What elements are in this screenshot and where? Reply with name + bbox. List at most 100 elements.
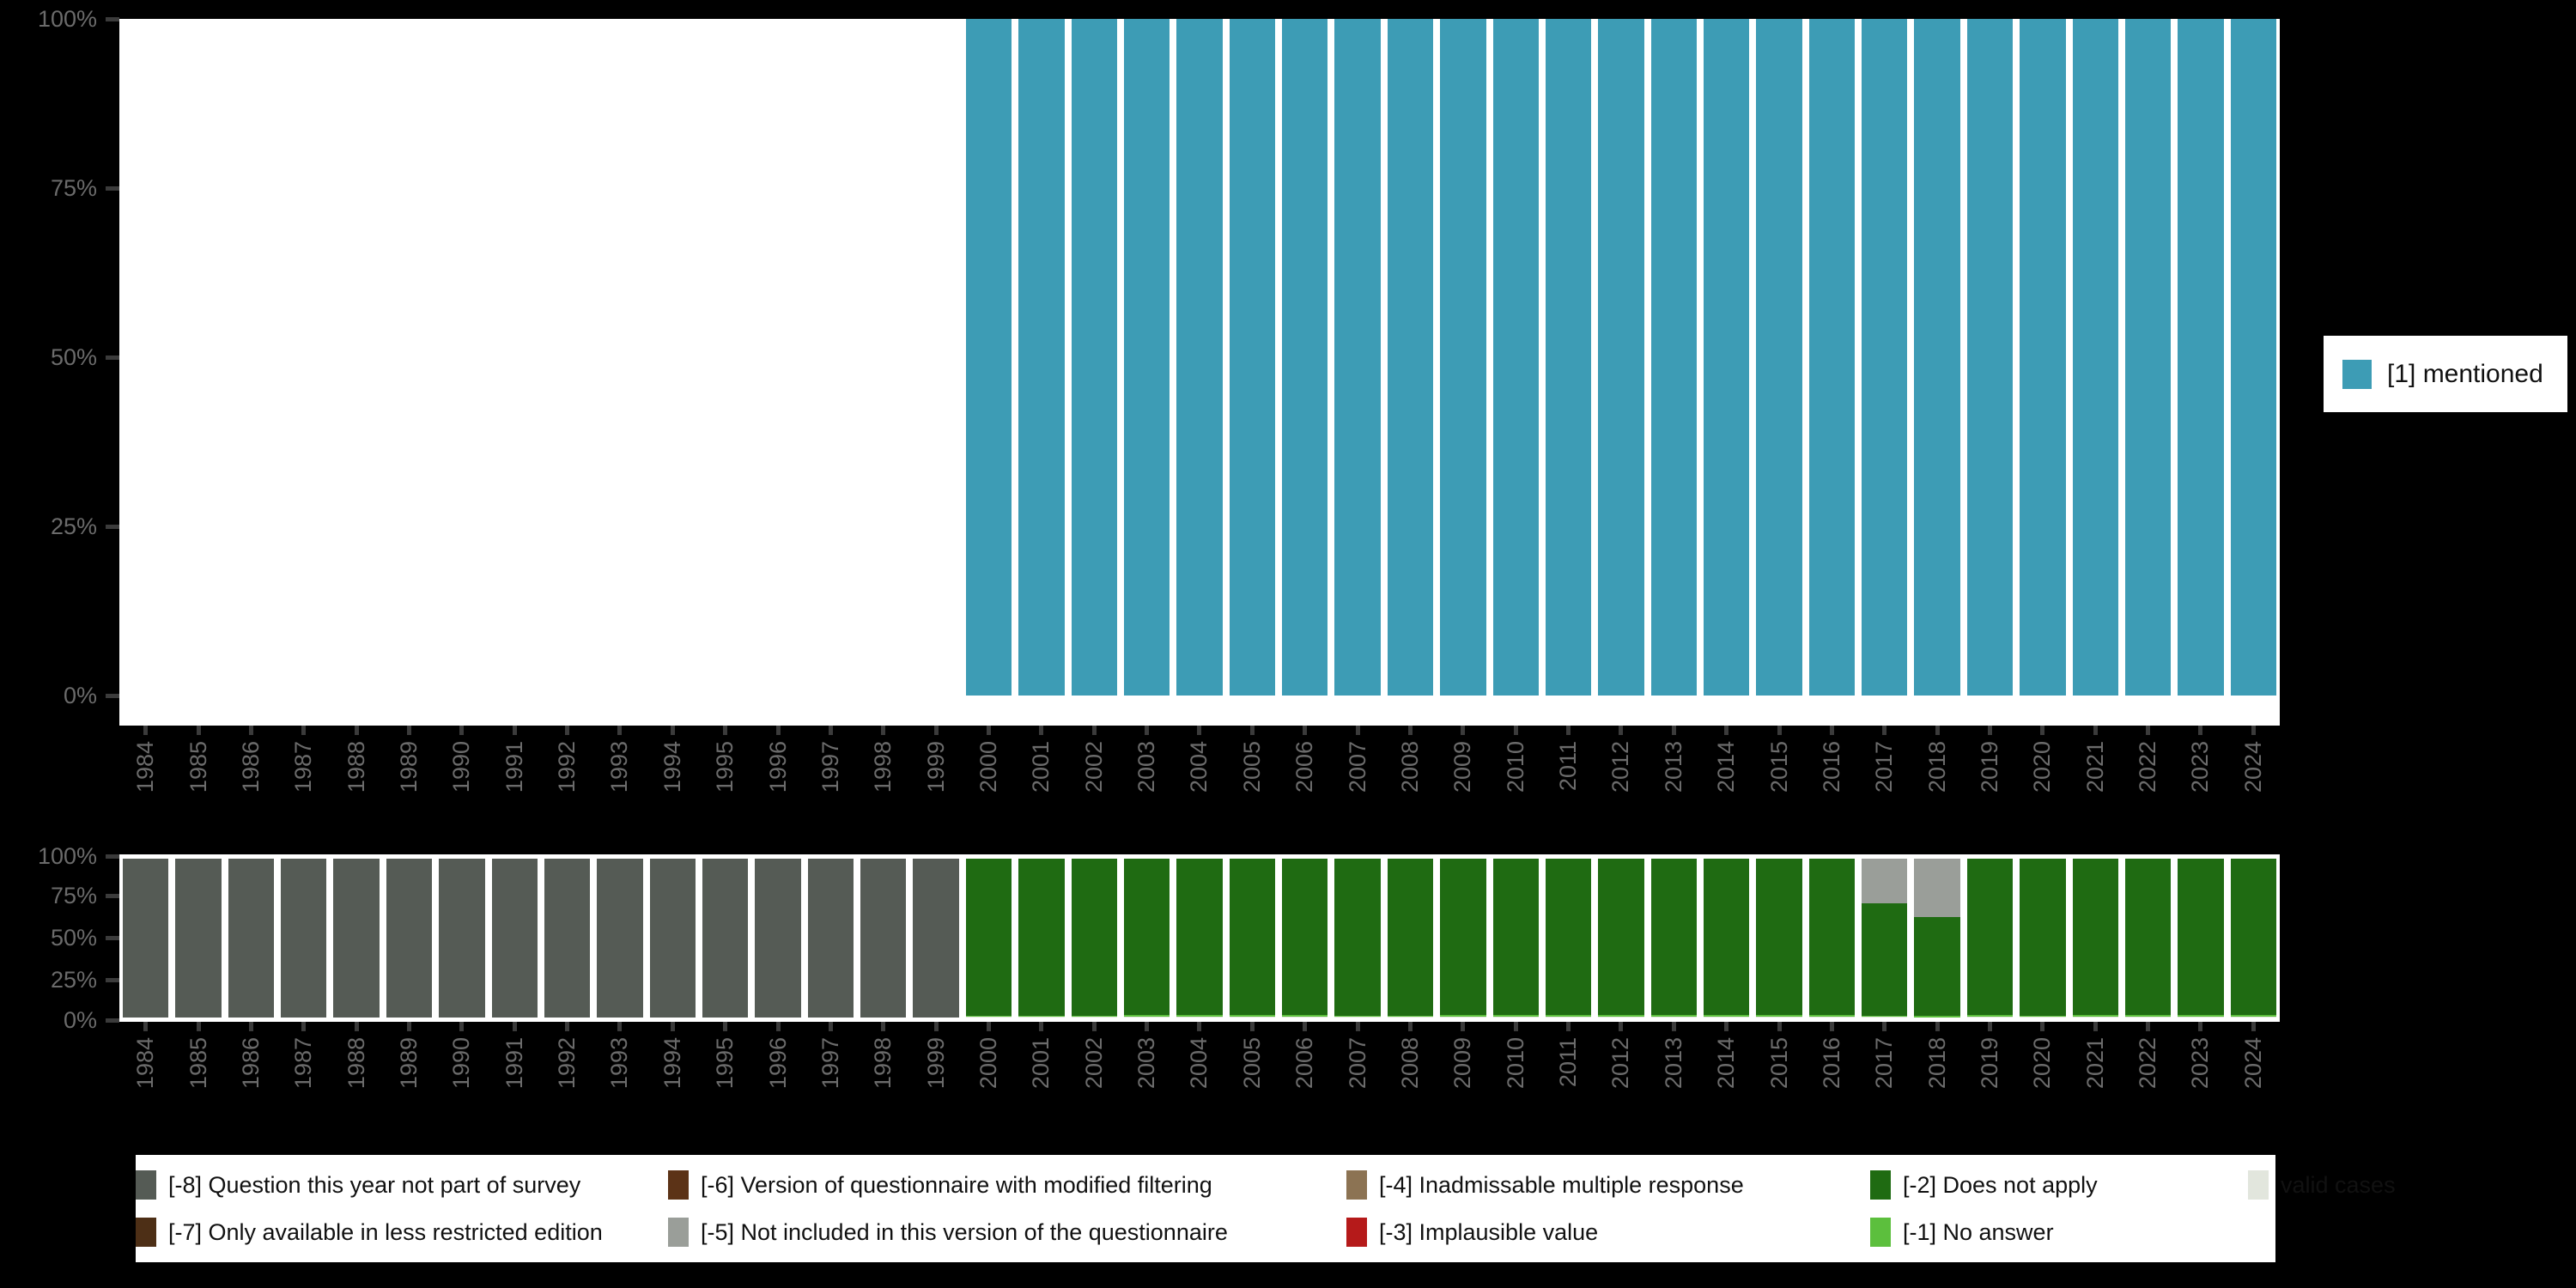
validity-segment[interactable]: [1229, 859, 1276, 1016]
validity-bar[interactable]: [2124, 859, 2172, 1018]
validity-segment[interactable]: [1282, 1015, 1328, 1018]
validity-bar-slot[interactable]: [1015, 859, 1067, 1018]
validity-segment[interactable]: [913, 859, 959, 1018]
validity-bar-slot[interactable]: [857, 859, 909, 1018]
validity-segment[interactable]: [1808, 1015, 1856, 1018]
validity-segment[interactable]: [1282, 1017, 1328, 1018]
validity-bar[interactable]: [1282, 859, 1328, 1018]
validity-segment[interactable]: [439, 859, 485, 1018]
validity-segment[interactable]: [1862, 859, 1908, 903]
validity-bar[interactable]: [597, 859, 643, 1018]
validity-segment[interactable]: [1756, 859, 1802, 1016]
bar-slot[interactable]: [593, 19, 646, 696]
distribution-bar[interactable]: [2020, 19, 2066, 696]
validity-segment[interactable]: [2124, 859, 2172, 1016]
validity-segment[interactable]: [2072, 1017, 2118, 1018]
validity-bar[interactable]: [123, 859, 169, 1018]
validity-bar[interactable]: [913, 859, 959, 1018]
validity-bar-slot[interactable]: [1437, 859, 1489, 1018]
validity-segment[interactable]: [1071, 859, 1117, 1017]
validity-bar[interactable]: [1703, 859, 1750, 1018]
validity-bar[interactable]: [333, 859, 380, 1018]
validity-segment[interactable]: [1703, 1017, 1750, 1018]
validity-segment[interactable]: [1123, 859, 1170, 1016]
bar-slot[interactable]: [1173, 19, 1225, 696]
bar-slot[interactable]: [857, 19, 909, 696]
distribution-bar[interactable]: [1282, 19, 1328, 696]
validity-bar-slot[interactable]: [383, 859, 435, 1018]
validity-segment[interactable]: [1492, 1015, 1539, 1018]
validity-bar[interactable]: [386, 859, 433, 1018]
validity-bar[interactable]: [1862, 859, 1908, 1018]
validity-bar-slot[interactable]: [2174, 859, 2227, 1018]
validity-bar[interactable]: [2072, 859, 2118, 1018]
validity-segment[interactable]: [2124, 1015, 2172, 1018]
bar-slot[interactable]: [1015, 19, 1067, 696]
validity-segment[interactable]: [1598, 859, 1644, 1016]
bar-slot[interactable]: [805, 19, 857, 696]
validity-segment[interactable]: [755, 859, 801, 1018]
bar-slot[interactable]: [963, 19, 1015, 696]
validity-segment[interactable]: [544, 859, 591, 1018]
validity-segment[interactable]: [2230, 1017, 2276, 1018]
validity-bar[interactable]: [1176, 859, 1223, 1018]
validity-bar[interactable]: [1387, 859, 1434, 1018]
bar-slot[interactable]: [2227, 19, 2280, 696]
validity-segment[interactable]: [860, 859, 907, 1018]
validity-bar-slot[interactable]: [119, 859, 172, 1018]
validity-segment[interactable]: [1966, 1017, 2014, 1018]
validity-segment[interactable]: [1018, 1017, 1065, 1018]
validity-segment[interactable]: [1334, 859, 1381, 1017]
bar-slot[interactable]: [1648, 19, 1700, 696]
bar-slot[interactable]: [751, 19, 804, 696]
validity-bar-slot[interactable]: [1911, 859, 1963, 1018]
validity-segment[interactable]: [1071, 1016, 1117, 1018]
bar-slot[interactable]: [1121, 19, 1173, 696]
validity-bar[interactable]: [1756, 859, 1802, 1018]
bar-slot[interactable]: [330, 19, 382, 696]
validity-segment[interactable]: [491, 859, 538, 1018]
validity-bar-slot[interactable]: [1806, 859, 1858, 1018]
legend-item[interactable]: [-6] Version of questionnaire with modif…: [668, 1170, 1212, 1200]
validity-bar-slot[interactable]: [647, 859, 699, 1018]
validity-bar[interactable]: [1598, 859, 1644, 1018]
distribution-bar[interactable]: [1966, 19, 2014, 696]
validity-bar-slot[interactable]: [1384, 859, 1437, 1018]
bar-slot[interactable]: [1595, 19, 1647, 696]
validity-segment[interactable]: [2230, 859, 2276, 1016]
validity-segment[interactable]: [1282, 859, 1328, 1016]
validity-bar-slot[interactable]: [2016, 859, 2069, 1018]
validity-bar[interactable]: [1492, 859, 1539, 1018]
validity-bar[interactable]: [860, 859, 907, 1018]
validity-bar-slot[interactable]: [1542, 859, 1595, 1018]
validity-segment[interactable]: [1914, 859, 1960, 918]
validity-bar-slot[interactable]: [751, 859, 804, 1018]
validity-bar-slot[interactable]: [1964, 859, 2016, 1018]
distribution-bar[interactable]: [1545, 19, 1592, 696]
validity-segment[interactable]: [1650, 1015, 1697, 1018]
bar-slot[interactable]: [1490, 19, 1542, 696]
validity-segment[interactable]: [1176, 859, 1223, 1016]
distribution-bar[interactable]: [1176, 19, 1223, 696]
validity-segment[interactable]: [2020, 1016, 2066, 1018]
validity-segment[interactable]: [1966, 859, 2014, 1016]
bar-slot[interactable]: [1226, 19, 1279, 696]
distribution-bar[interactable]: [1229, 19, 1276, 696]
validity-segment[interactable]: [2020, 859, 2066, 1017]
validity-segment[interactable]: [1334, 1017, 1381, 1018]
distribution-bar[interactable]: [1071, 19, 1117, 696]
bar-slot[interactable]: [1753, 19, 1805, 696]
validity-bar-slot[interactable]: [1595, 859, 1647, 1018]
bar-slot[interactable]: [1542, 19, 1595, 696]
validity-segment[interactable]: [2178, 859, 2224, 1016]
validity-bar[interactable]: [1440, 859, 1486, 1018]
validity-bar-slot[interactable]: [593, 859, 646, 1018]
validity-segment[interactable]: [1440, 1017, 1486, 1018]
legend-item[interactable]: valid cases: [2248, 1170, 2396, 1200]
validity-segment[interactable]: [2178, 1015, 2224, 1018]
bar-slot[interactable]: [1384, 19, 1437, 696]
legend-item[interactable]: [-4] Inadmissable multiple response: [1346, 1170, 1744, 1200]
distribution-bar[interactable]: [1650, 19, 1697, 696]
distribution-bar[interactable]: [1334, 19, 1381, 696]
bar-slot[interactable]: [277, 19, 330, 696]
